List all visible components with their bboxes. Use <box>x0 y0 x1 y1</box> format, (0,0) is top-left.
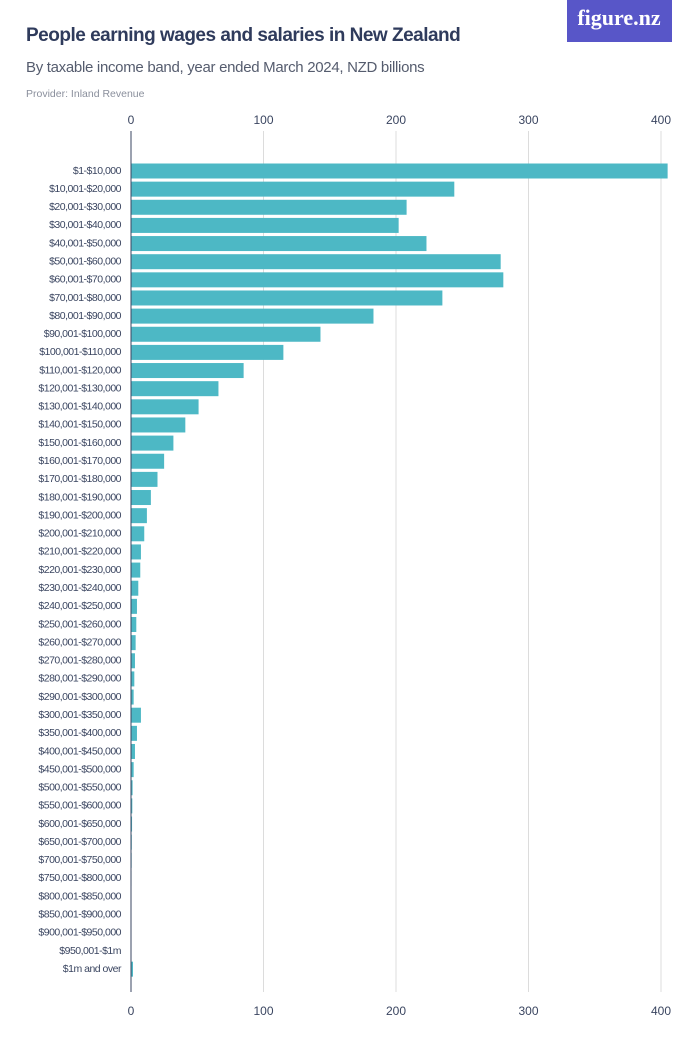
y-tick-label: $260,001-$270,000 <box>38 636 121 648</box>
bar <box>131 598 137 614</box>
y-tick-label: $100,001-$110,000 <box>39 346 121 358</box>
y-tick-label: $210,001-$220,000 <box>38 546 121 558</box>
y-tick-label: $800,001-$850,000 <box>38 890 121 902</box>
bar <box>131 272 504 288</box>
y-tick-label: $1-$10,000 <box>73 165 122 177</box>
bar <box>131 961 133 977</box>
y-tick-label: $700,001-$750,000 <box>38 854 121 866</box>
x-tick-label: 400 <box>651 1004 671 1018</box>
x-tick-label: 200 <box>386 113 406 127</box>
y-tick-label: $950,001-$1m <box>59 945 121 957</box>
y-tick-label: $80,001-$90,000 <box>49 310 122 322</box>
bar <box>131 254 501 270</box>
y-tick-label: $240,001-$250,000 <box>38 600 121 612</box>
bar <box>131 417 186 433</box>
bar <box>131 743 135 759</box>
bar <box>131 308 374 324</box>
x-tick-label: 100 <box>253 1004 273 1018</box>
bar <box>131 181 455 197</box>
chart-title: People earning wages and salaries in New… <box>26 25 460 46</box>
y-tick-label: $130,001-$140,000 <box>38 401 121 413</box>
y-tick-label: $230,001-$240,000 <box>38 582 121 594</box>
bar <box>131 363 244 379</box>
bar <box>131 471 158 487</box>
y-tick-label: $500,001-$550,000 <box>38 782 121 794</box>
y-tick-label: $140,001-$150,000 <box>38 419 121 431</box>
bar <box>131 526 145 542</box>
bar <box>131 326 321 342</box>
bar <box>131 562 141 578</box>
bar <box>131 816 133 832</box>
y-tick-label: $90,001-$100,000 <box>44 328 122 340</box>
bar <box>131 653 135 669</box>
x-tick-label: 400 <box>651 113 671 127</box>
x-tick-label: 300 <box>518 1004 538 1018</box>
y-tick-label: $280,001-$290,000 <box>38 673 121 685</box>
x-tick-label: 100 <box>253 113 273 127</box>
bar <box>131 780 133 796</box>
y-tick-label: $40,001-$50,000 <box>49 237 122 249</box>
bar <box>131 435 174 451</box>
x-tick-label: 0 <box>128 113 135 127</box>
y-tick-label: $20,001-$30,000 <box>49 201 122 213</box>
bar <box>131 199 407 215</box>
x-tick-label: 300 <box>518 113 538 127</box>
y-tick-label: $30,001-$40,000 <box>49 219 122 231</box>
bar <box>131 725 137 741</box>
y-tick-label: $180,001-$190,000 <box>38 491 121 503</box>
bar <box>131 399 199 415</box>
y-tick-label: $220,001-$230,000 <box>38 564 121 576</box>
bar <box>131 508 147 524</box>
y-tick-label: $120,001-$130,000 <box>38 382 121 394</box>
bar <box>131 544 141 560</box>
bar <box>131 635 136 651</box>
y-tick-label: $250,001-$260,000 <box>38 618 121 630</box>
y-tick-label: $10,001-$20,000 <box>49 183 122 195</box>
bar <box>131 707 141 723</box>
bar <box>131 490 151 506</box>
y-tick-label: $850,001-$900,000 <box>38 909 121 921</box>
bar <box>131 580 139 596</box>
bar <box>131 163 668 179</box>
bar <box>131 217 399 233</box>
bar <box>131 236 427 252</box>
y-tick-label: $160,001-$170,000 <box>38 455 121 467</box>
y-tick-label: $70,001-$80,000 <box>49 292 122 304</box>
y-tick-label: $350,001-$400,000 <box>38 727 121 739</box>
bar <box>131 617 137 632</box>
logo: figure.nz <box>577 5 661 30</box>
y-tick-label: $200,001-$210,000 <box>38 528 121 540</box>
bar <box>131 689 134 705</box>
y-tick-label: $600,001-$650,000 <box>38 818 121 830</box>
bar <box>131 671 135 687</box>
y-tick-label: $300,001-$350,000 <box>38 709 121 721</box>
x-tick-label: 0 <box>128 1004 135 1018</box>
y-tick-label: $650,001-$700,000 <box>38 836 121 848</box>
bar <box>131 290 443 306</box>
bar <box>131 453 165 469</box>
y-tick-label: $110,001-$120,000 <box>39 364 121 376</box>
chart-subtitle: By taxable income band, year ended March… <box>26 59 424 76</box>
y-tick-label: $750,001-$800,000 <box>38 872 121 884</box>
y-tick-label: $190,001-$200,000 <box>38 509 121 521</box>
bar <box>131 344 284 360</box>
y-tick-label: $1m and over <box>63 963 122 975</box>
y-tick-label: $150,001-$160,000 <box>38 437 121 449</box>
bar <box>131 762 134 778</box>
bar <box>131 381 219 397</box>
y-tick-label: $290,001-$300,000 <box>38 691 121 703</box>
x-tick-label: 200 <box>386 1004 406 1018</box>
y-tick-label: $400,001-$450,000 <box>38 745 121 757</box>
bar <box>131 798 133 814</box>
y-tick-label: $900,001-$950,000 <box>38 927 121 939</box>
y-tick-label: $170,001-$180,000 <box>38 473 121 485</box>
y-tick-label: $270,001-$280,000 <box>38 655 121 667</box>
source: Provider: Inland Revenue <box>26 88 145 100</box>
logo-box <box>567 0 672 42</box>
y-tick-label: $50,001-$60,000 <box>49 255 122 267</box>
y-tick-label: $550,001-$600,000 <box>38 800 121 812</box>
y-tick-label: $450,001-$500,000 <box>38 763 121 775</box>
y-tick-label: $60,001-$70,000 <box>49 274 122 286</box>
